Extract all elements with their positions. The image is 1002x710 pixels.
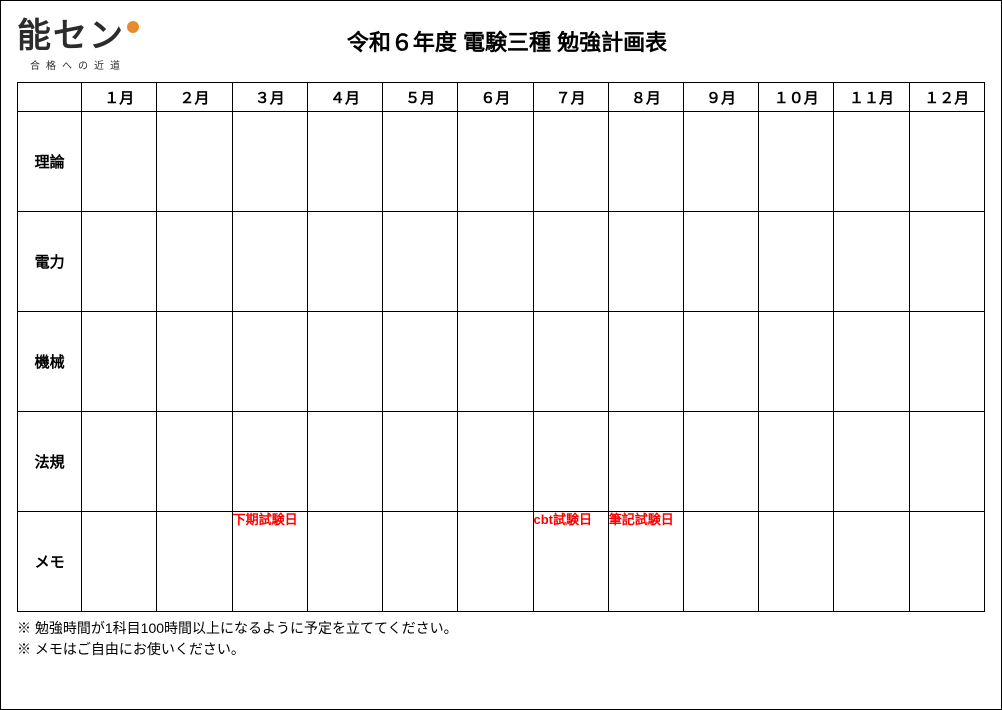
plan-cell[interactable] [82, 312, 157, 412]
logo-dot-icon [127, 21, 139, 33]
plan-cell[interactable] [683, 212, 758, 312]
plan-cell[interactable] [608, 112, 683, 212]
table-row: 機械 [18, 312, 985, 412]
memo-cell[interactable]: 下期試験日 [232, 512, 307, 612]
plan-cell[interactable] [608, 212, 683, 312]
plan-cell[interactable] [834, 112, 909, 212]
memo-cell[interactable] [458, 512, 533, 612]
plan-cell[interactable] [608, 412, 683, 512]
plan-cell[interactable] [683, 112, 758, 212]
plan-cell[interactable] [232, 312, 307, 412]
month-header: １１月 [834, 83, 909, 112]
plan-cell[interactable] [383, 412, 458, 512]
logo-main: 能セン [17, 19, 139, 53]
plan-cell[interactable] [533, 412, 608, 512]
header-row: １月 ２月 ３月 ４月 ５月 ６月 ７月 ８月 ９月 １０月 １１月 １２月 [18, 83, 985, 112]
plan-cell[interactable] [157, 212, 232, 312]
month-header: ４月 [307, 83, 382, 112]
memo-cell[interactable] [157, 512, 232, 612]
plan-cell[interactable] [759, 112, 834, 212]
plan-cell[interactable] [383, 312, 458, 412]
memo-cell[interactable] [307, 512, 382, 612]
memo-cell[interactable] [909, 512, 984, 612]
plan-cell[interactable] [157, 412, 232, 512]
month-header: ５月 [383, 83, 458, 112]
month-header: ９月 [683, 83, 758, 112]
memo-cell[interactable] [683, 512, 758, 612]
month-header: ７月 [533, 83, 608, 112]
row-label: 電力 [18, 212, 82, 312]
plan-cell[interactable] [307, 312, 382, 412]
note-line: ※ 勉強時間が1科目100時間以上になるように予定を立ててください。 [17, 618, 985, 639]
plan-cell[interactable] [458, 312, 533, 412]
table-row: 電力 [18, 212, 985, 312]
logo-subtitle: 合格への近道 [30, 57, 126, 72]
plan-cell[interactable] [759, 412, 834, 512]
memo-cell[interactable]: 筆記試験日 [608, 512, 683, 612]
plan-cell[interactable] [909, 312, 984, 412]
logo: 能セン 合格への近道 [17, 19, 139, 72]
table-row: 法規 [18, 412, 985, 512]
month-header: １０月 [759, 83, 834, 112]
plan-cell[interactable] [834, 412, 909, 512]
page-title: 令和６年度 電験三種 勉強計画表 [139, 19, 875, 57]
plan-cell[interactable] [383, 112, 458, 212]
row-label: メモ [18, 512, 82, 612]
plan-cell[interactable] [82, 212, 157, 312]
page-frame: 能セン 合格への近道 令和６年度 電験三種 勉強計画表 １月 ２月 ３月 ４月 … [0, 0, 1002, 710]
plan-cell[interactable] [759, 212, 834, 312]
plan-cell[interactable] [232, 112, 307, 212]
plan-cell[interactable] [82, 112, 157, 212]
month-header: １月 [82, 83, 157, 112]
plan-cell[interactable] [232, 212, 307, 312]
plan-cell[interactable] [533, 212, 608, 312]
note-line: ※ メモはご自由にお使いください。 [17, 639, 985, 660]
plan-cell[interactable] [834, 312, 909, 412]
plan-cell[interactable] [458, 212, 533, 312]
memo-cell[interactable] [759, 512, 834, 612]
table-row: 理論 [18, 112, 985, 212]
plan-cell[interactable] [909, 212, 984, 312]
plan-cell[interactable] [232, 412, 307, 512]
memo-cell[interactable] [383, 512, 458, 612]
plan-cell[interactable] [608, 312, 683, 412]
plan-cell[interactable] [458, 412, 533, 512]
month-header: ６月 [458, 83, 533, 112]
plan-cell[interactable] [683, 412, 758, 512]
memo-cell[interactable] [82, 512, 157, 612]
plan-cell[interactable] [909, 112, 984, 212]
plan-cell[interactable] [157, 112, 232, 212]
row-label: 機械 [18, 312, 82, 412]
plan-cell[interactable] [307, 412, 382, 512]
plan-cell[interactable] [533, 112, 608, 212]
corner-cell [18, 83, 82, 112]
plan-cell[interactable] [759, 312, 834, 412]
study-plan-table: １月 ２月 ３月 ４月 ５月 ６月 ７月 ８月 ９月 １０月 １１月 １２月 理… [17, 82, 985, 612]
plan-cell[interactable] [307, 112, 382, 212]
plan-cell[interactable] [458, 112, 533, 212]
row-label: 法規 [18, 412, 82, 512]
table-row: メモ 下期試験日 cbt試験日 筆記試験日 [18, 512, 985, 612]
plan-cell[interactable] [157, 312, 232, 412]
plan-cell[interactable] [533, 312, 608, 412]
month-header: ８月 [608, 83, 683, 112]
plan-cell[interactable] [383, 212, 458, 312]
month-header: １２月 [909, 83, 984, 112]
memo-cell[interactable]: cbt試験日 [533, 512, 608, 612]
plan-cell[interactable] [683, 312, 758, 412]
month-header: ２月 [157, 83, 232, 112]
plan-cell[interactable] [834, 212, 909, 312]
month-header: ３月 [232, 83, 307, 112]
plan-cell[interactable] [909, 412, 984, 512]
plan-cell[interactable] [82, 412, 157, 512]
logo-text: 能セン [17, 19, 125, 53]
memo-cell[interactable] [834, 512, 909, 612]
row-label: 理論 [18, 112, 82, 212]
plan-cell[interactable] [307, 212, 382, 312]
footer-notes: ※ 勉強時間が1科目100時間以上になるように予定を立ててください。 ※ メモは… [17, 618, 985, 660]
header: 能セン 合格への近道 令和６年度 電験三種 勉強計画表 [17, 19, 985, 72]
